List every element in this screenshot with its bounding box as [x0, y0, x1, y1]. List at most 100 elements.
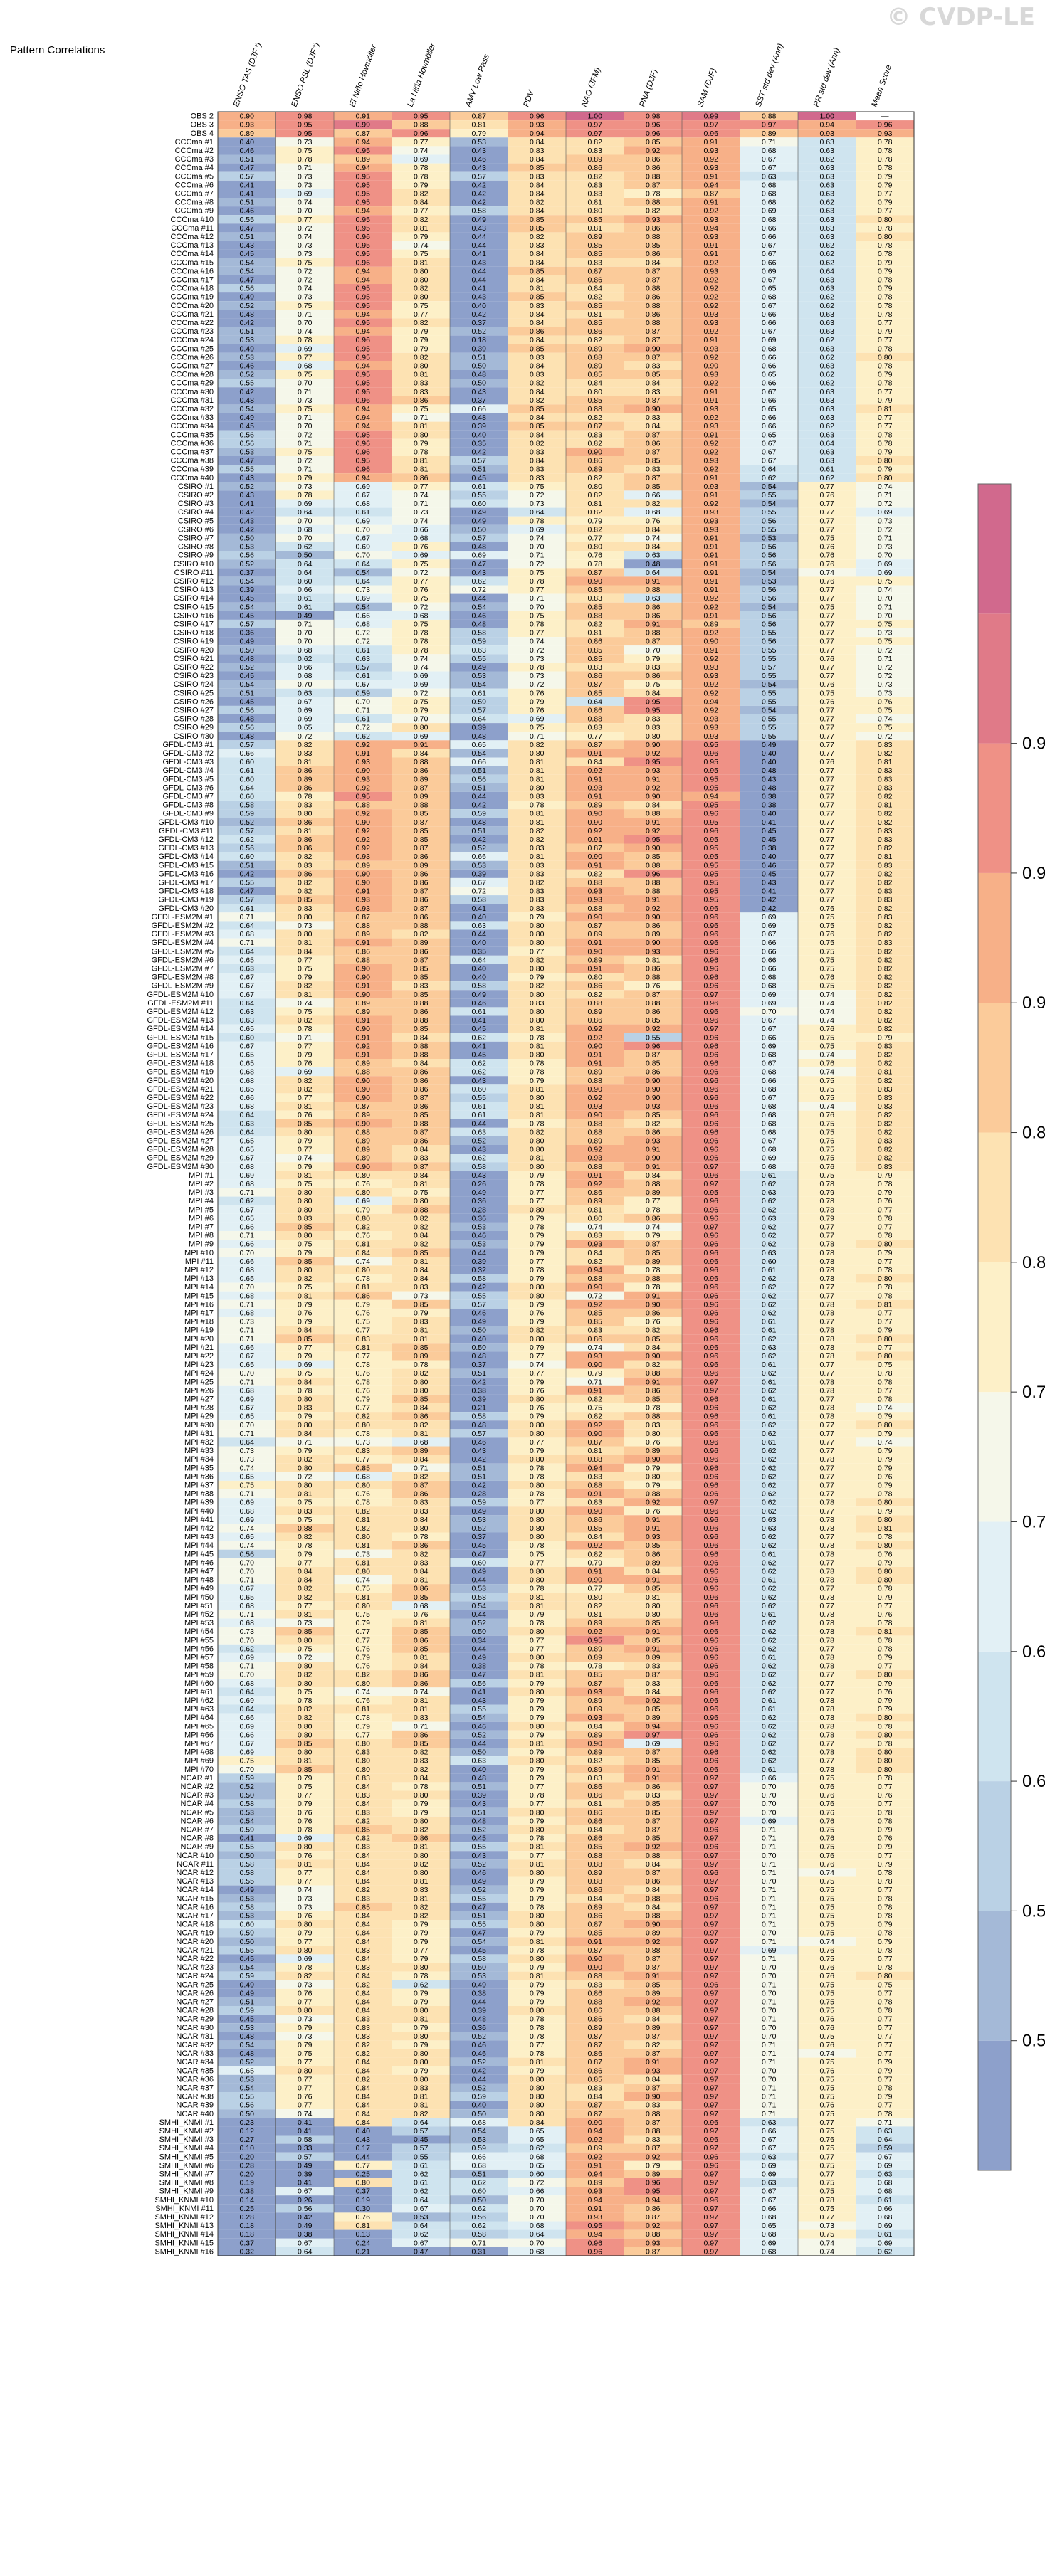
cell-value: 0.96: [704, 922, 719, 930]
cell-value: 0.92: [646, 749, 661, 758]
cell-value: 0.80: [530, 1627, 545, 1636]
heatmap-cell: [275, 163, 334, 172]
cell-value: 0.80: [414, 362, 429, 371]
cell-value: 0.70: [240, 1671, 255, 1679]
cell-value: 0.79: [414, 336, 429, 344]
row-label: GFDL-CM3 #9: [162, 810, 214, 818]
cell-value: 0.81: [530, 766, 545, 775]
cell-value: 0.68: [414, 1602, 429, 1610]
cell-value: 0.85: [414, 1111, 429, 1119]
table-row: GFDL-CM3 #9 0.59 0.80 0.92 0.85 0.59 0.81 0.90 0…: [162, 809, 914, 818]
table-row: CSIRO #5 0.43 0.70 0.69 0.74 0.49 0.78 0.79 0.76…: [178, 516, 914, 525]
cell-value: 0.76: [588, 551, 603, 560]
cell-value: 0.49: [298, 611, 313, 620]
heatmap-cell: [624, 335, 682, 344]
cell-value: 0.58: [472, 1593, 487, 1602]
heatmap-cell: [682, 292, 740, 302]
heatmap-cell: [566, 206, 624, 216]
heatmap-cell: [740, 189, 798, 198]
cell-value: 0.67: [240, 982, 255, 991]
cell-value: 0.92: [356, 1042, 371, 1050]
cell-value: 0.67: [762, 276, 777, 285]
cell-value: 0.96: [704, 913, 719, 922]
cell-value: 0.81: [414, 1654, 429, 1662]
cell-value: 0.70: [762, 1008, 777, 1016]
cell-value: 0.76: [820, 930, 835, 939]
cell-value: 0.85: [646, 457, 661, 465]
cell-value: 0.78: [820, 1662, 835, 1671]
cell-value: 0.82: [878, 1051, 893, 1060]
cell-value: 0.79: [356, 1619, 371, 1627]
table-row: GFDL-CM3 #4 0.61 0.86 0.90 0.86 0.51 0.81 0.92 0…: [162, 766, 914, 775]
cell-value: 0.96: [704, 1232, 719, 1240]
cell-value: 0.80: [530, 922, 545, 930]
row-label: GFDL-CM3 #3: [162, 758, 214, 766]
heatmap-cell: [218, 154, 276, 164]
cell-value: 0.69: [530, 715, 545, 724]
cell-value: 0.89: [704, 621, 719, 629]
cell-value: 0.96: [704, 1558, 719, 1567]
heatmap-cell: [624, 301, 682, 310]
row-label: GFDL-CM3 #13: [158, 844, 214, 852]
cell-value: 0.78: [820, 1205, 835, 1214]
cell-value: 0.85: [414, 991, 429, 999]
cell-value: 0.61: [762, 1705, 777, 1714]
heatmap-cell: [798, 206, 856, 216]
row-label: GFDL-ESM2M #10: [147, 991, 214, 999]
cell-value: 0.80: [414, 431, 429, 439]
table-row: CCCma #39 0.55 0.71 0.96 0.81 0.51 0.83 0.89 0.8…: [170, 465, 914, 474]
cell-value: 0.84: [646, 801, 661, 810]
cell-value: 0.85: [646, 482, 661, 491]
cell-value: 0.89: [356, 1111, 371, 1119]
cell-value: 0.71: [240, 1490, 255, 1499]
heatmap-cell: [798, 154, 856, 164]
row-label: CCCma #2: [175, 147, 214, 155]
cell-value: 0.83: [588, 258, 603, 267]
row-label: MPI #68: [184, 1748, 214, 1757]
table-row: GFDL-CM3 #6 0.64 0.86 0.92 0.87 0.51 0.80 0.93 0…: [162, 783, 914, 792]
cell-value: 0.45: [472, 1541, 487, 1550]
cell-value: 0.69: [414, 551, 429, 560]
cell-value: 0.81: [530, 1042, 545, 1050]
heatmap-cell: [566, 249, 624, 258]
cell-value: 0.86: [414, 396, 429, 405]
row-label: MPI #19: [184, 1326, 214, 1335]
cell-value: 0.61: [356, 715, 371, 724]
cell-value: 0.86: [414, 1137, 429, 1146]
cell-value: 0.90: [588, 1576, 603, 1585]
cell-value: 0.51: [240, 233, 255, 241]
table-row: GFDL-ESM2M #15 0.60 0.71 0.91 0.84 0.62 0.78 0.…: [147, 1033, 914, 1042]
cell-value: 0.82: [588, 172, 603, 181]
cell-value: 0.81: [530, 1671, 545, 1679]
cell-value: 0.90: [646, 1455, 661, 1464]
row-label: MPI #43: [184, 1533, 214, 1541]
cell-value: 0.68: [356, 1472, 371, 1481]
cell-value: 0.84: [414, 1266, 429, 1274]
cell-value: 0.63: [820, 457, 835, 465]
row-label: CCCma #12: [170, 233, 214, 241]
cell-value: 0.85: [646, 1111, 661, 1119]
row-label: CCCma #28: [170, 371, 214, 379]
cell-value: 0.64: [356, 560, 371, 569]
heatmap-cell: [856, 318, 914, 327]
cell-value: 0.76: [878, 1550, 893, 1558]
heatmap-cell: [682, 171, 740, 181]
cell-value: 0.68: [762, 1119, 777, 1128]
heatmap-cell: [218, 379, 276, 388]
table-row: GFDL-ESM2M #10 0.67 0.81 0.90 0.85 0.49 0.80 0.…: [147, 990, 914, 999]
cell-value: 0.43: [472, 569, 487, 577]
row-label: MPI #54: [184, 1627, 214, 1636]
cell-value: 0.76: [820, 560, 835, 569]
row-label: MPI #42: [184, 1524, 214, 1533]
cell-value: 0.43: [472, 224, 487, 233]
cell-value: 0.96: [704, 947, 719, 956]
cell-value: 0.78: [646, 1404, 661, 1413]
heatmap-cell: [740, 223, 798, 233]
row-label: GFDL-ESM2M #3: [152, 930, 214, 939]
cell-value: 0.62: [762, 1309, 777, 1318]
cell-value: 0.77: [820, 1645, 835, 1653]
heatmap-cell: [508, 137, 566, 147]
heatmap-cell: [392, 206, 450, 216]
cell-value: 0.68: [240, 1102, 255, 1111]
cell-value: 0.67: [356, 491, 371, 500]
